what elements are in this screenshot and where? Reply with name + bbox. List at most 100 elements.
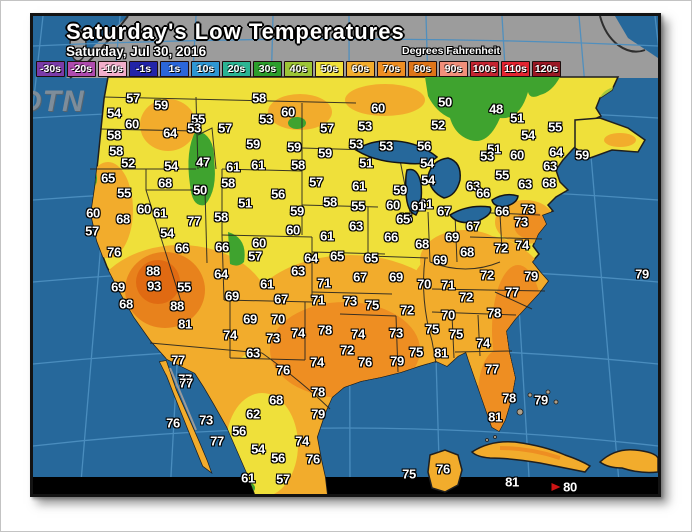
temp-label: 59 [246, 136, 260, 152]
temp-label: 60 [137, 201, 151, 217]
temp-label: 58 [323, 194, 337, 210]
temp-label: 59 [287, 139, 301, 155]
temp-label: 62 [246, 406, 260, 422]
temp-label: 56 [417, 138, 431, 154]
temp-label: 57 [320, 120, 334, 136]
temp-label: 72 [459, 289, 473, 305]
legend-item-20s: 20s [222, 61, 251, 77]
dtn-logo: DTN [33, 85, 85, 118]
legend-item-50s: 50s [315, 61, 344, 77]
temp-label: 61 [260, 276, 274, 292]
units-label: Degrees Fahrenheit [402, 45, 501, 57]
temp-label: 64 [304, 250, 318, 266]
temp-label: 61 [352, 178, 366, 194]
temp-label: 57 [126, 90, 140, 106]
temp-label: 69 [111, 279, 125, 295]
temp-label: 66 [476, 185, 490, 201]
legend-item-1s: 1s [160, 61, 189, 77]
temp-label: 61 [411, 198, 425, 214]
temp-label: 65 [364, 250, 378, 266]
temp-label: 47 [196, 154, 210, 170]
temp-label-layer: 57 59 54 60 58 64 55 53 57 58 52 54 47 65 68 50 55 60 60 61… [33, 16, 658, 495]
temp-label: 67 [353, 269, 367, 285]
temp-label: 58 [214, 209, 228, 225]
temp-label: 56 [271, 450, 285, 466]
temp-label: 75 [425, 321, 439, 337]
temp-label: 51 [510, 110, 524, 126]
temp-label: 65 [330, 248, 344, 264]
temp-label: 76 [358, 354, 372, 370]
page-title: Saturday's Low Temperatures [66, 19, 405, 44]
temp-label: 88 [146, 263, 160, 279]
temp-label: 60 [371, 100, 385, 116]
legend-item--30s: -30s [36, 61, 65, 77]
temp-label: 79 [390, 353, 404, 369]
temp-label: 64 [163, 125, 177, 141]
temp-label: 75 [409, 344, 423, 360]
temp-label: 75 [449, 326, 463, 342]
temp-label: 58 [252, 90, 266, 106]
temp-label: 74 [476, 335, 490, 351]
temp-label: 69 [433, 252, 447, 268]
temp-label: 77 [179, 375, 193, 391]
temp-label: 60 [252, 235, 266, 251]
temp-label: 57 [85, 223, 99, 239]
temp-label: 70 [271, 311, 285, 327]
temp-label: 70 [441, 307, 455, 323]
temp-label: 60 [286, 222, 300, 238]
temp-label: 76 [436, 461, 450, 477]
temp-label: 54 [160, 225, 174, 241]
temp-label: 64 [549, 144, 563, 160]
temp-label: 54 [164, 158, 178, 174]
temp-label: 61 [251, 157, 265, 173]
temp-label: 54 [251, 441, 265, 457]
temp-label: 50 [193, 182, 207, 198]
legend-item-110s: 110s [501, 61, 530, 77]
temp-label: 68 [116, 211, 130, 227]
temp-label: 81 [434, 345, 448, 361]
temp-label: 54 [420, 155, 434, 171]
temp-label: 60 [510, 147, 524, 163]
temp-label: 78 [487, 305, 501, 321]
temp-label: 53 [379, 138, 393, 154]
temp-label: 52 [431, 117, 445, 133]
legend-item-40s: 40s [284, 61, 313, 77]
temp-label: 72 [340, 342, 354, 358]
temp-label: 59 [575, 147, 589, 163]
temp-label: 61 [320, 228, 334, 244]
legend-item-120s: 120s [532, 61, 561, 77]
temp-label: 68 [460, 244, 474, 260]
temp-label: 68 [415, 236, 429, 252]
temp-label: 76 [276, 362, 290, 378]
temp-label: 55 [177, 279, 191, 295]
temp-label: 79 [524, 268, 538, 284]
temp-label: 69 [445, 229, 459, 245]
temp-label: 65 [398, 210, 412, 226]
temp-label: 73 [199, 412, 213, 428]
temp-label: 75 [402, 466, 416, 482]
temp-label: 78 [311, 384, 325, 400]
temp-label: 61 [419, 196, 433, 212]
temp-label: 73 [521, 201, 535, 217]
temp-label: 58 [221, 175, 235, 191]
temp-label: 53 [259, 111, 273, 127]
legend-item-10s: 10s [191, 61, 220, 77]
temp-label: 59 [393, 182, 407, 198]
temp-label: 61 [241, 470, 255, 486]
temp-label: 54 [421, 172, 435, 188]
temp-label: 59 [290, 203, 304, 219]
temp-label: 63 [543, 158, 557, 174]
temp-label: 79 [311, 406, 325, 422]
temp-label: 72 [400, 302, 414, 318]
temp-label: 63 [518, 176, 532, 192]
temp-label: 63 [349, 218, 363, 234]
temp-label: 67 [437, 203, 451, 219]
temp-label: 73 [389, 325, 403, 341]
temp-label: 77 [505, 284, 519, 300]
temp-label: 53 [187, 120, 201, 136]
temp-label: 52 [121, 155, 135, 171]
temp-label: 77 [485, 361, 499, 377]
temp-label: 68 [269, 392, 283, 408]
temp-label: 58 [107, 127, 121, 143]
